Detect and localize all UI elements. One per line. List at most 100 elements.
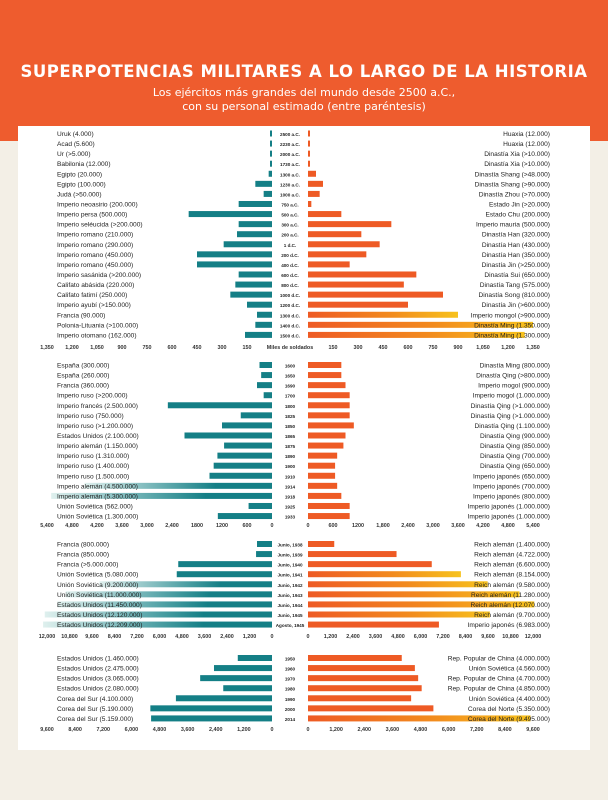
left-bar bbox=[270, 160, 272, 167]
left-bar bbox=[257, 382, 272, 389]
tick-label: 8,400 bbox=[498, 727, 512, 733]
tick-label: 7,200 bbox=[470, 727, 484, 733]
right-bar bbox=[308, 452, 338, 459]
tick-label: 300 bbox=[354, 345, 363, 351]
tick-label: 600 bbox=[404, 345, 413, 351]
year-label: 1300 d.C. bbox=[280, 313, 300, 318]
year-label: 1230 a.C. bbox=[280, 182, 300, 187]
tick-label: 6,000 bbox=[414, 634, 428, 640]
left-bar bbox=[175, 695, 272, 702]
left-bar bbox=[261, 372, 272, 379]
year-label: 1910 bbox=[285, 474, 296, 479]
right-bar bbox=[308, 715, 531, 722]
tick-label: 1,050 bbox=[476, 345, 490, 351]
right-bar bbox=[308, 382, 346, 389]
left-bar bbox=[270, 150, 272, 157]
right-label: Imperio japonés (1.000.000) bbox=[468, 503, 550, 510]
tick-label: 3,600 bbox=[369, 634, 383, 640]
tick-label: 0 bbox=[271, 634, 274, 640]
tick-label: 4,800 bbox=[391, 634, 405, 640]
right-bar bbox=[308, 331, 525, 338]
right-bar bbox=[308, 190, 320, 197]
tick-label: 3,000 bbox=[140, 523, 154, 529]
tick-label: 0 bbox=[307, 634, 310, 640]
right-label: Dinastía Qing (>800.000) bbox=[476, 373, 550, 380]
left-label: Imperio romano (450.000) bbox=[57, 262, 133, 269]
year-label: 2230 a.C. bbox=[280, 142, 300, 147]
tick-label: 7,200 bbox=[130, 634, 144, 640]
left-label: Corea del Sur (5.159.000) bbox=[57, 716, 133, 723]
left-label: Egipto (100.000) bbox=[57, 181, 106, 188]
right-label: Reich alemán (9.580.000) bbox=[474, 582, 550, 589]
left-bar bbox=[176, 571, 272, 578]
right-label: Reich alemán (1.400.000) bbox=[474, 542, 550, 549]
left-bar bbox=[213, 665, 272, 672]
right-label: Dinastía Sui (650.000) bbox=[484, 272, 550, 279]
left-label: Califato fatimí (250.000) bbox=[57, 292, 127, 299]
right-label: Dinastía Qing (>1.000.000) bbox=[471, 413, 550, 420]
left-bar bbox=[270, 130, 272, 137]
year-label: Junio, 1942 bbox=[277, 583, 302, 588]
tick-label: 8,400 bbox=[108, 634, 122, 640]
tick-label: 6,000 bbox=[125, 727, 139, 733]
year-label: 200 a.C. bbox=[281, 233, 298, 238]
left-label: Imperio neoasirio (200.000) bbox=[57, 201, 138, 208]
left-label: Unión Soviética (11.000.000) bbox=[57, 592, 142, 599]
left-bar bbox=[197, 261, 272, 268]
left-label: Acad (5.600) bbox=[57, 141, 95, 148]
tick-label: 0 bbox=[271, 727, 274, 733]
left-label: Imperio romano (210.000) bbox=[57, 232, 133, 239]
tick-label: 3,600 bbox=[115, 523, 129, 529]
year-label: 1970 bbox=[285, 677, 296, 682]
left-label: Imperio francés (2.500.000) bbox=[57, 403, 138, 410]
tick-label: 12,000 bbox=[39, 634, 56, 640]
right-bar bbox=[308, 200, 312, 207]
year-label: 1825 bbox=[285, 414, 296, 419]
year-label: 1800 bbox=[285, 404, 296, 409]
right-bar bbox=[308, 482, 338, 489]
header-banner: SUPERPOTENCIAS MILITARES A LO LARGO DE L… bbox=[0, 0, 608, 141]
left-label: Imperio romano (290.000) bbox=[57, 242, 133, 249]
tick-label: 1,200 bbox=[237, 727, 251, 733]
left-label: Imperio romano (450.000) bbox=[57, 252, 133, 259]
left-label: Unión Soviética (1.300.000) bbox=[57, 514, 138, 521]
right-label: Reich alemán (4.722.000) bbox=[474, 552, 550, 559]
year-label: Junio, 1943 bbox=[277, 593, 302, 598]
left-label: Estados Unidos (3.065.000) bbox=[57, 676, 139, 683]
right-label: Imperio japonés (700.000) bbox=[473, 483, 550, 490]
left-label: Estados Unidos (12.209.000) bbox=[57, 622, 142, 629]
year-label: 1890 bbox=[285, 454, 296, 459]
right-label: Dinastía Han (430.000) bbox=[482, 242, 550, 249]
tick-label: 10,800 bbox=[61, 634, 78, 640]
left-label: Imperio alemán (1.150.000) bbox=[57, 443, 138, 450]
tick-label: 3,600 bbox=[198, 634, 212, 640]
chart-panel-postwar bbox=[18, 646, 590, 750]
right-bar bbox=[308, 665, 415, 672]
tick-label: 3,600 bbox=[451, 523, 465, 529]
left-bar bbox=[247, 301, 272, 308]
right-bar bbox=[308, 130, 310, 137]
right-bar bbox=[308, 321, 533, 328]
right-label: Dinastía Xia (>10.000) bbox=[484, 161, 550, 168]
year-label: 1875 bbox=[285, 444, 296, 449]
right-bar bbox=[308, 432, 346, 439]
year-label: 1925 bbox=[285, 504, 296, 509]
left-bar bbox=[223, 685, 272, 692]
year-label: Junio, 1938 bbox=[277, 543, 302, 548]
year-label: 1990 bbox=[285, 697, 296, 702]
left-bar bbox=[237, 655, 272, 661]
right-bar bbox=[308, 412, 350, 419]
tick-label: 900 bbox=[118, 345, 127, 351]
right-label: Imperio japonés (6.983.000) bbox=[468, 622, 550, 629]
left-bar bbox=[263, 190, 272, 197]
left-label: Francia (800.000) bbox=[57, 542, 109, 549]
tick-label: 1200 bbox=[216, 523, 228, 529]
right-label: Imperio mauria (500.000) bbox=[476, 222, 550, 229]
right-label: Rep. Popular de China (4.700.000) bbox=[448, 676, 550, 683]
year-label: 200 d.C. bbox=[281, 253, 299, 258]
tick-label: 600 bbox=[168, 345, 177, 351]
right-label: Reich alemán (6.600.000) bbox=[474, 562, 550, 569]
year-label: 2000 a.C. bbox=[280, 152, 300, 157]
year-label: 1300 a.C. bbox=[280, 172, 300, 177]
left-bar bbox=[263, 392, 272, 399]
